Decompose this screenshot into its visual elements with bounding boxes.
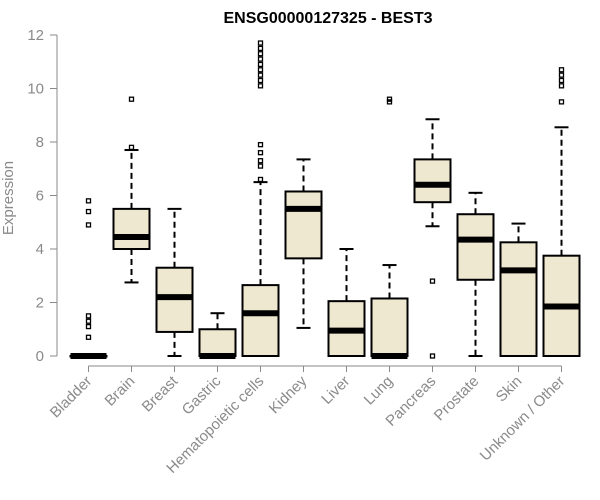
boxes bbox=[69, 118, 581, 359]
outlier-point bbox=[257, 142, 264, 148]
outlier-point bbox=[429, 278, 436, 284]
x-tick-label: Kidney bbox=[266, 372, 311, 417]
outlier-point bbox=[85, 198, 92, 204]
outlier-point bbox=[558, 72, 565, 78]
outlier-point bbox=[257, 77, 264, 84]
y-axis-label: Expression bbox=[0, 161, 17, 235]
outlier-point bbox=[85, 334, 92, 340]
outlier-point bbox=[257, 61, 264, 68]
x-tick-label: Lung bbox=[361, 373, 397, 409]
x-tick-label: Skin bbox=[493, 373, 526, 406]
box-group bbox=[198, 312, 237, 359]
outlier-point bbox=[429, 353, 436, 359]
outlier-point bbox=[257, 176, 264, 183]
outlier-point bbox=[386, 96, 393, 102]
outlier-point bbox=[257, 67, 264, 73]
outliers bbox=[85, 40, 565, 359]
y-tick-label: 12 bbox=[27, 27, 44, 44]
outlier-point bbox=[257, 40, 264, 46]
x-tick-label: Breast bbox=[139, 372, 182, 415]
box-iqr bbox=[112, 207, 151, 250]
y-tick-label: 6 bbox=[36, 188, 44, 205]
outlier-point bbox=[386, 99, 393, 105]
x-tick-label: Liver bbox=[318, 373, 353, 408]
outlier-point bbox=[128, 96, 135, 102]
outlier-point bbox=[257, 51, 264, 57]
outlier-point bbox=[558, 99, 565, 105]
y-tick-label: 8 bbox=[36, 134, 44, 151]
y-tick-label: 4 bbox=[36, 241, 44, 258]
box-group bbox=[499, 222, 538, 357]
chart-title: ENSG00000127325 - BEST3 bbox=[223, 10, 432, 27]
outlier-point bbox=[257, 83, 264, 89]
outlier-point bbox=[257, 163, 264, 169]
x-tick-label: Prostate bbox=[431, 373, 483, 425]
y-tick-label: 0 bbox=[36, 348, 44, 365]
box-group bbox=[284, 158, 323, 329]
box-group bbox=[241, 181, 280, 357]
outlier-point bbox=[257, 45, 264, 52]
box-iqr bbox=[241, 284, 280, 357]
outlier-point bbox=[85, 222, 92, 228]
box-iqr bbox=[284, 190, 323, 260]
box-group bbox=[370, 264, 409, 359]
box-group bbox=[112, 149, 151, 284]
outlier-point bbox=[558, 77, 565, 84]
outlier-point bbox=[558, 83, 565, 89]
x-tick-label: Brain bbox=[102, 373, 139, 410]
box-group bbox=[456, 191, 495, 357]
box-iqr bbox=[456, 213, 495, 281]
outlier-point bbox=[257, 158, 264, 164]
box-group bbox=[327, 248, 366, 358]
outlier-point bbox=[85, 323, 92, 330]
outlier-point bbox=[558, 67, 565, 73]
box-group bbox=[413, 118, 452, 228]
x-tick-label: Bladder bbox=[47, 373, 96, 422]
box-iqr bbox=[499, 241, 538, 357]
outlier-point bbox=[257, 72, 264, 78]
outlier-point bbox=[257, 150, 264, 156]
outlier-point bbox=[128, 144, 135, 151]
outlier-point bbox=[85, 208, 92, 215]
box-iqr bbox=[198, 328, 237, 357]
y-tick-label: 10 bbox=[27, 81, 44, 98]
box-group bbox=[155, 207, 194, 357]
box-iqr bbox=[370, 297, 409, 357]
box-group bbox=[69, 353, 108, 359]
y-tick-label: 2 bbox=[36, 295, 44, 312]
box-iqr bbox=[413, 158, 452, 204]
box-group bbox=[542, 126, 581, 357]
outlier-point bbox=[85, 318, 92, 324]
outlier-point bbox=[257, 56, 264, 62]
outlier-point bbox=[85, 313, 92, 319]
